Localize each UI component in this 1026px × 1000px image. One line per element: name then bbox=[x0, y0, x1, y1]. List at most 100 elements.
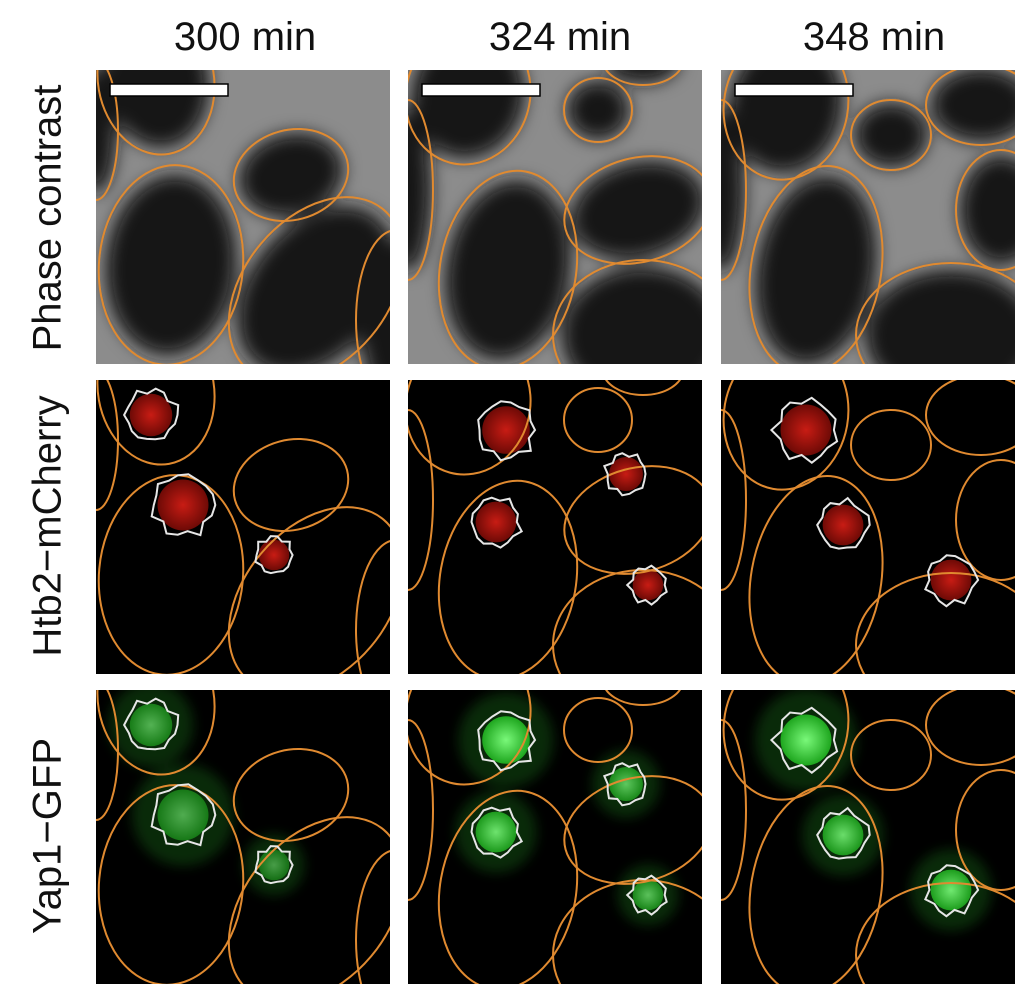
column-label-324-min: 324 min bbox=[488, 15, 632, 59]
nucleus-outline bbox=[477, 710, 537, 772]
cell-outline bbox=[227, 506, 390, 674]
cell-outline bbox=[552, 259, 702, 364]
cell-outline bbox=[227, 816, 390, 984]
cell-outline bbox=[408, 99, 434, 281]
micrograph-phase-t1 bbox=[408, 70, 702, 364]
nucleus-outline bbox=[625, 874, 668, 916]
cell-outline bbox=[408, 409, 434, 591]
cell-outline bbox=[605, 70, 681, 86]
panel-phase-t2 bbox=[721, 70, 1015, 364]
nucleus-outline bbox=[122, 697, 180, 751]
nucleus-signal bbox=[129, 393, 173, 437]
cell-outline bbox=[408, 719, 434, 901]
nucleus-outline bbox=[769, 706, 839, 774]
cell-outline bbox=[355, 539, 390, 674]
cell-outline bbox=[605, 690, 681, 706]
nucleus-outline bbox=[150, 473, 217, 537]
row-label-phase-contrast: Phase contrast bbox=[25, 84, 70, 352]
cell-outline bbox=[408, 380, 532, 476]
nucleus-signal bbox=[609, 457, 643, 491]
row-label-yap1-gfp: Yap1−GFP bbox=[25, 737, 70, 935]
cell-outline bbox=[408, 690, 532, 786]
micrograph-phase-t0 bbox=[96, 70, 390, 364]
cell-outline bbox=[722, 690, 850, 801]
cell-outline bbox=[855, 572, 1015, 674]
nucleus-outline bbox=[254, 535, 294, 575]
nucleus-signal bbox=[780, 404, 832, 456]
micrograph-htb2-t1 bbox=[408, 380, 702, 674]
cell-outline bbox=[850, 409, 932, 481]
cell-outline bbox=[748, 784, 884, 984]
cell-outline bbox=[925, 380, 1015, 456]
panel-phase-t0 bbox=[96, 70, 390, 364]
nucleus-signal bbox=[482, 716, 530, 764]
nucleus-signal bbox=[258, 849, 290, 881]
cell-outline bbox=[96, 690, 216, 776]
column-label-348-min: 348 min bbox=[802, 15, 946, 59]
cell-outline bbox=[925, 690, 1015, 766]
micrograph-yap1-t1 bbox=[408, 690, 702, 984]
panel-yap1-t0 bbox=[96, 690, 390, 984]
nucleus-signal bbox=[632, 879, 664, 911]
nucleus-signal bbox=[129, 703, 173, 747]
cell-outline bbox=[96, 690, 119, 821]
nucleus-outline bbox=[470, 496, 524, 549]
nucleus-signal bbox=[482, 406, 530, 454]
cell-outline bbox=[552, 879, 702, 984]
cell-outline bbox=[227, 196, 390, 364]
nucleus-outline bbox=[602, 762, 647, 807]
cell-outline bbox=[722, 70, 850, 181]
nucleus-signal bbox=[609, 767, 643, 801]
panel-yap1-t2 bbox=[721, 690, 1015, 984]
row-label-htb2-mcherry: Htb2−mCherry bbox=[25, 395, 70, 657]
cell-outline bbox=[563, 77, 633, 143]
cell-outline bbox=[955, 149, 1015, 271]
micrograph-yap1-t2 bbox=[721, 690, 1015, 984]
cell-outline bbox=[96, 70, 216, 156]
nucleus-outline bbox=[816, 496, 871, 550]
cell-outline bbox=[955, 769, 1015, 891]
cell-outline bbox=[232, 438, 350, 532]
nucleus-outline bbox=[470, 806, 524, 859]
nucleus-outline bbox=[477, 400, 537, 462]
cell-outline bbox=[955, 459, 1015, 581]
nucleus-outline bbox=[122, 387, 180, 441]
cell-outline bbox=[552, 569, 702, 674]
nucleus-outline bbox=[625, 564, 668, 606]
cell-outline bbox=[563, 387, 633, 453]
nucleus-signal bbox=[632, 569, 664, 601]
nucleus-signal bbox=[157, 789, 209, 841]
nucleus-signal bbox=[475, 811, 517, 853]
nucleus-signal bbox=[822, 504, 864, 546]
cell-outline bbox=[855, 882, 1015, 984]
cell-outline bbox=[722, 380, 850, 491]
panel-htb2-t0 bbox=[96, 380, 390, 674]
nucleus-outline bbox=[816, 806, 871, 860]
cell-outline bbox=[355, 849, 390, 984]
cell-outline bbox=[232, 128, 350, 222]
panel-htb2-t2 bbox=[721, 380, 1015, 674]
scale-bar bbox=[421, 83, 541, 97]
cell-outline bbox=[721, 99, 747, 281]
nucleus-outline bbox=[769, 396, 839, 464]
nucleus-signal bbox=[780, 714, 832, 766]
scale-bar bbox=[109, 83, 229, 97]
cell-outline bbox=[355, 229, 390, 364]
micrograph-phase-t2 bbox=[721, 70, 1015, 364]
cell-outline bbox=[748, 474, 884, 674]
micrograph-yap1-t0 bbox=[96, 690, 390, 984]
cell-outline bbox=[605, 380, 681, 396]
cell-outline bbox=[437, 789, 579, 984]
column-label-300-min: 300 min bbox=[173, 15, 317, 59]
cell-outline bbox=[855, 262, 1015, 364]
cell-outline bbox=[408, 70, 532, 166]
micrograph-htb2-t0 bbox=[96, 380, 390, 674]
nucleus-outline bbox=[924, 554, 980, 608]
cell-outline bbox=[96, 70, 119, 201]
cell-outline bbox=[96, 380, 216, 466]
nucleus-signal bbox=[930, 869, 972, 911]
panel-yap1-t1 bbox=[408, 690, 702, 984]
panel-htb2-t1 bbox=[408, 380, 702, 674]
nucleus-signal bbox=[475, 501, 517, 543]
cell-outline bbox=[437, 479, 579, 674]
